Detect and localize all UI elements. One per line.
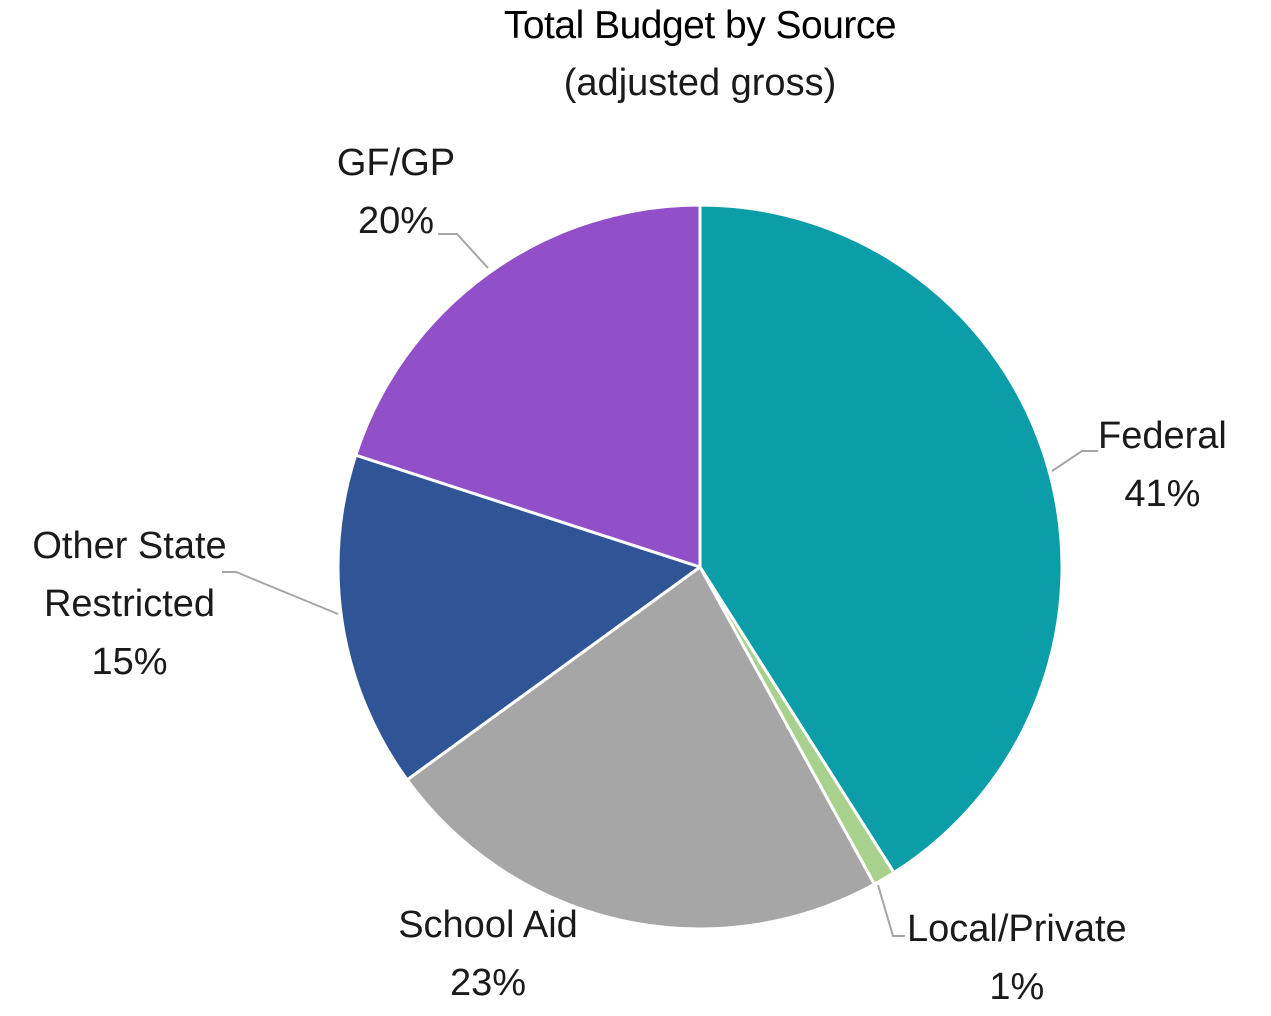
pie-slice-gf-gp	[354, 203, 702, 569]
leader-line-other-state	[222, 571, 339, 615]
leader-line-gfgp	[438, 233, 489, 269]
pie-slice-other-state-restricted	[336, 453, 702, 782]
leader-lines	[222, 233, 1098, 937]
label-other-state-name-line2: Restricted	[43, 583, 216, 625]
label-other-state-restricted: Other State Restricted 15%	[12, 517, 247, 691]
pie-slices	[336, 203, 1064, 931]
label-gfgp-value: 20%	[357, 200, 435, 242]
chart-title: Total Budget by Source	[503, 4, 897, 47]
label-local-private: Local/Private 1%	[907, 900, 1127, 1016]
leader-line-local-private	[877, 884, 905, 937]
label-other-state-value: 15%	[91, 641, 168, 683]
chart-subtitle: (adjusted gross)	[563, 62, 837, 104]
pie-slice-school-aid	[405, 565, 876, 931]
label-school-aid: School Aid 23%	[388, 896, 588, 1012]
label-local-private-name: Local/Private	[907, 908, 1127, 950]
label-local-private-value: 1%	[989, 966, 1045, 1008]
pie-slice-federal	[698, 203, 1064, 875]
label-gfgp: GF/GP 20%	[326, 134, 466, 250]
label-school-aid-name: School Aid	[398, 904, 578, 946]
label-school-aid-value: 23%	[449, 962, 527, 1004]
leader-line-federal	[1051, 450, 1098, 472]
label-other-state-name-line1: Other State	[32, 525, 227, 567]
label-federal-name: Federal	[1098, 415, 1227, 457]
label-federal-value: 41%	[1124, 473, 1201, 515]
label-gfgp-name: GF/GP	[336, 142, 456, 184]
label-federal: Federal 41%	[1098, 407, 1227, 523]
